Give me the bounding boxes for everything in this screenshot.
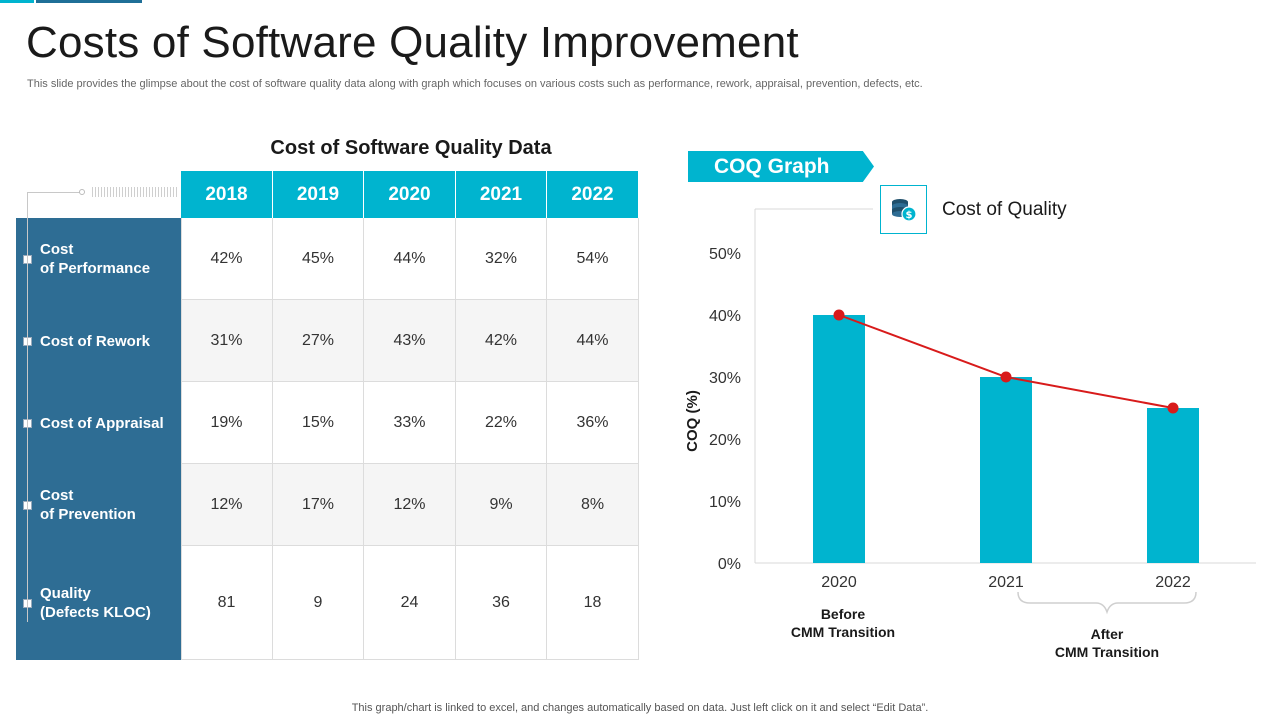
svg-text:$: $ xyxy=(905,210,912,221)
line-point xyxy=(833,309,845,321)
connector-ticks xyxy=(92,187,178,197)
bar xyxy=(813,315,865,563)
table-cell[interactable]: 17% xyxy=(273,464,364,546)
table-title: Cost of Software Quality Data xyxy=(270,137,552,159)
y-tick-label: 20% xyxy=(709,432,741,449)
table-cell[interactable]: 33% xyxy=(364,382,456,464)
row-label: Quality (Defects KLOC) xyxy=(40,585,151,621)
legend-label: Cost of Quality xyxy=(942,199,1067,220)
annotation-before: Before xyxy=(821,606,866,622)
y-tick-label: 10% xyxy=(709,494,741,511)
table-cell[interactable]: 31% xyxy=(181,300,273,382)
table-cell[interactable]: 12% xyxy=(364,464,456,546)
x-tick-label: 2020 xyxy=(821,574,857,591)
annotation-after: After xyxy=(1091,626,1124,642)
column-header-2020: 2020 xyxy=(364,171,456,218)
connector-dot xyxy=(79,189,85,195)
table-cell[interactable]: 32% xyxy=(456,218,547,300)
y-tick-label: 0% xyxy=(718,556,741,573)
table-cell[interactable]: 22% xyxy=(456,382,547,464)
y-tick-label: 30% xyxy=(709,370,741,387)
table-cell[interactable]: 42% xyxy=(181,218,273,300)
table-cell[interactable]: 19% xyxy=(181,382,273,464)
column-header-2019: 2019 xyxy=(273,171,364,218)
column-header-2018: 2018 xyxy=(181,171,273,218)
column-header-2022: 2022 xyxy=(547,171,639,218)
coq-graph-tag: COQ Graph xyxy=(688,151,874,182)
table-cell[interactable]: 15% xyxy=(273,382,364,464)
row-label: Cost of Prevention xyxy=(40,487,136,523)
line-point xyxy=(1000,371,1012,383)
page-title: Costs of Software Quality Improvement xyxy=(26,18,799,67)
table-cell[interactable]: 9% xyxy=(456,464,547,546)
legend-marker: $ xyxy=(880,185,927,234)
row-connector-line xyxy=(27,192,28,622)
table-cell[interactable]: 27% xyxy=(273,300,364,382)
column-header-2021: 2021 xyxy=(456,171,547,218)
table-cell[interactable]: 42% xyxy=(456,300,547,382)
y-tick-label: 40% xyxy=(709,308,741,325)
bar xyxy=(1147,408,1199,563)
money-coins-icon: $ xyxy=(891,198,917,222)
top-accent-bar-dark xyxy=(36,0,142,3)
bar xyxy=(980,377,1032,563)
connector-line xyxy=(27,192,81,193)
table-cell[interactable]: 44% xyxy=(547,300,639,382)
footer-note: This graph/chart is linked to excel, and… xyxy=(351,702,929,714)
row-label: Cost of Appraisal xyxy=(40,414,164,432)
table-cell[interactable]: 44% xyxy=(364,218,456,300)
annotation-before: CMM Transition xyxy=(791,624,895,640)
row-label: Cost of Rework xyxy=(40,332,151,350)
table-cell[interactable]: 12% xyxy=(181,464,273,546)
x-tick-label: 2021 xyxy=(988,574,1024,591)
table-cell[interactable]: 45% xyxy=(273,218,364,300)
table-cell[interactable]: 43% xyxy=(364,300,456,382)
top-accent-bar xyxy=(0,0,34,3)
row-label: Cost of Performance xyxy=(40,241,151,277)
row-labels-panel xyxy=(16,218,181,660)
after-transition-brace xyxy=(1017,591,1197,615)
y-tick-label: 50% xyxy=(709,246,741,263)
x-tick-label: 2022 xyxy=(1155,574,1191,591)
page-subtitle: This slide provides the glimpse about th… xyxy=(27,78,923,90)
line-point xyxy=(1167,402,1179,414)
y-axis-title: COQ (%) xyxy=(684,390,701,452)
annotation-after: CMM Transition xyxy=(1055,644,1159,660)
